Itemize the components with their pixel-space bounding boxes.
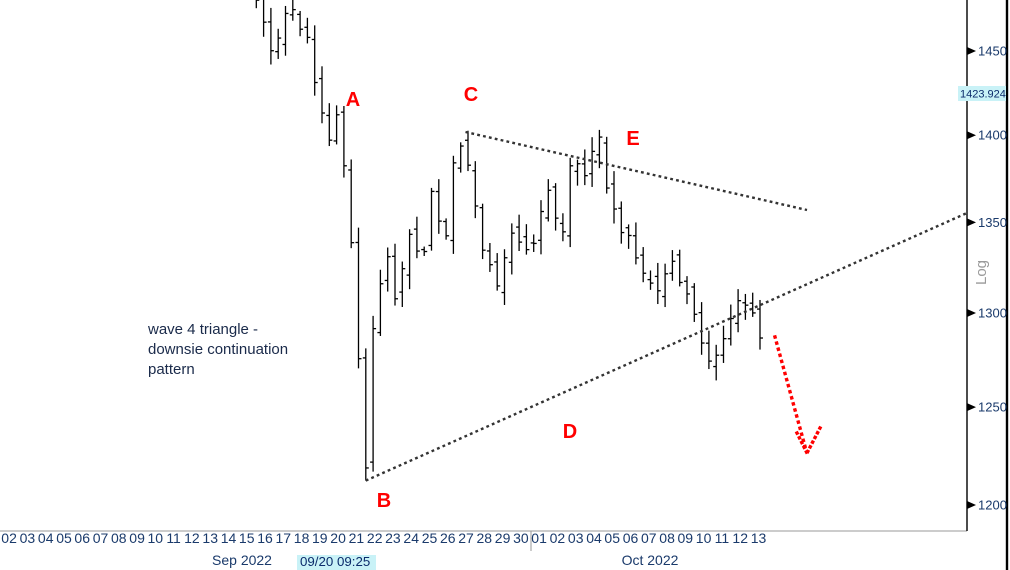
svg-text:07: 07	[93, 530, 109, 546]
svg-text:03: 03	[568, 530, 584, 546]
svg-text:pattern: pattern	[148, 361, 195, 378]
svg-text:08: 08	[659, 530, 675, 546]
svg-text:D: D	[563, 421, 577, 443]
svg-text:28: 28	[477, 530, 493, 546]
svg-text:Oct 2022: Oct 2022	[622, 552, 679, 568]
svg-text:Sep 2022: Sep 2022	[212, 552, 272, 568]
svg-text:22: 22	[367, 530, 383, 546]
svg-text:11: 11	[166, 530, 181, 546]
svg-text:20: 20	[330, 530, 346, 546]
svg-text:downsie continuation: downsie continuation	[148, 341, 288, 358]
svg-text:03: 03	[20, 530, 36, 546]
svg-text:B: B	[377, 490, 391, 512]
svg-text:13: 13	[202, 530, 218, 546]
svg-text:12: 12	[732, 530, 748, 546]
svg-text:A: A	[346, 89, 360, 111]
svg-text:11: 11	[715, 530, 730, 546]
svg-text:1300: 1300	[978, 306, 1007, 321]
svg-text:02: 02	[1, 530, 17, 546]
svg-text:02: 02	[550, 530, 566, 546]
svg-text:06: 06	[623, 530, 639, 546]
svg-text:16: 16	[257, 530, 273, 546]
svg-text:10: 10	[148, 530, 164, 546]
svg-text:01: 01	[531, 530, 547, 546]
svg-text:15: 15	[239, 530, 255, 546]
svg-text:12: 12	[184, 530, 200, 546]
svg-text:25: 25	[422, 530, 438, 546]
svg-text:1200: 1200	[978, 498, 1007, 513]
svg-text:08: 08	[111, 530, 127, 546]
svg-text:26: 26	[440, 530, 456, 546]
svg-text:14: 14	[221, 530, 237, 546]
svg-text:1250: 1250	[978, 400, 1007, 415]
svg-text:29: 29	[495, 530, 511, 546]
svg-text:1400: 1400	[978, 128, 1007, 143]
svg-text:05: 05	[604, 530, 620, 546]
svg-text:Log: Log	[973, 260, 990, 285]
svg-text:09: 09	[678, 530, 694, 546]
svg-text:18: 18	[294, 530, 310, 546]
svg-text:1450: 1450	[978, 44, 1007, 59]
svg-text:E: E	[626, 128, 639, 150]
svg-text:24: 24	[403, 530, 419, 546]
svg-text:04: 04	[38, 530, 54, 546]
svg-text:C: C	[464, 84, 478, 106]
svg-text:09/20 09:25: 09/20 09:25	[300, 554, 370, 569]
svg-text:04: 04	[586, 530, 602, 546]
svg-text:13: 13	[751, 530, 767, 546]
svg-text:wave 4 triangle -: wave 4 triangle -	[147, 321, 258, 338]
svg-text:09: 09	[129, 530, 145, 546]
svg-text:1350: 1350	[978, 215, 1007, 230]
svg-text:27: 27	[458, 530, 474, 546]
svg-text:17: 17	[276, 530, 292, 546]
svg-text:21: 21	[349, 530, 365, 546]
svg-text:30: 30	[513, 530, 529, 546]
svg-text:06: 06	[74, 530, 90, 546]
svg-text:07: 07	[641, 530, 657, 546]
svg-text:23: 23	[385, 530, 401, 546]
svg-text:10: 10	[696, 530, 712, 546]
svg-text:19: 19	[312, 530, 328, 546]
svg-text:1423.924: 1423.924	[960, 89, 1006, 101]
svg-text:05: 05	[56, 530, 72, 546]
